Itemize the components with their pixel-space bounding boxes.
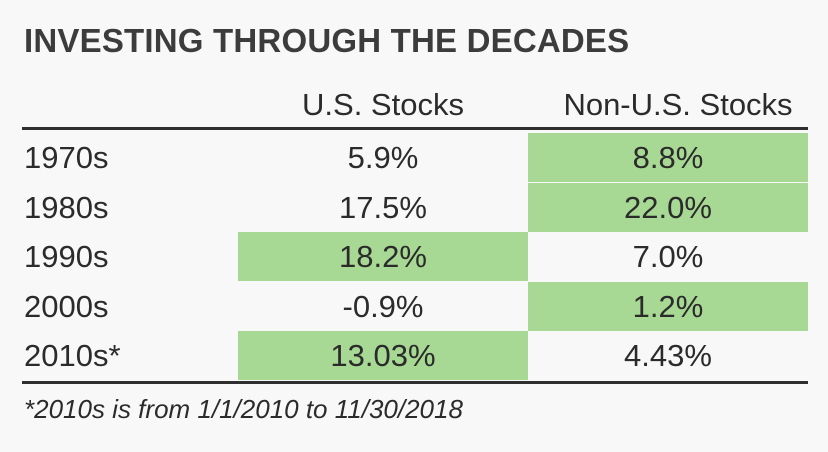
us-stocks-value: 18.2% — [238, 232, 528, 282]
column-header-non-us-stocks: Non-U.S. Stocks — [563, 87, 793, 122]
returns-table: 1970s 5.9% 8.8% 1980s 17.5% 22.0% 1990s 18.2% 7.… — [0, 133, 828, 381]
chart-title: INVESTING THROUGH THE DECADES — [24, 22, 630, 59]
row-label: 1980s — [24, 189, 109, 225]
row-label: 1990s — [24, 239, 109, 275]
row-label: 2000s — [24, 288, 109, 324]
table-row: 2010s* 13.03% 4.43% — [0, 331, 828, 381]
row-label: 2010s* — [24, 338, 121, 374]
us-stocks-value: 17.5% — [339, 189, 427, 225]
table-row: 2000s -0.9% 1.2% — [0, 281, 828, 331]
us-stocks-value: 5.9% — [347, 140, 419, 175]
us-stocks-value: -0.9% — [342, 288, 424, 324]
non-us-stocks-value: 22.0% — [528, 182, 808, 232]
non-us-stocks-value: 1.2% — [528, 281, 808, 331]
table-row: 1970s 5.9% 8.8% — [0, 133, 828, 182]
table-bottom-rule — [22, 381, 808, 384]
non-us-stocks-value: 7.0% — [632, 239, 704, 275]
column-header-us-stocks: U.S. Stocks — [302, 87, 464, 122]
row-label: 1970s — [24, 140, 109, 175]
non-us-stocks-value: 4.43% — [624, 338, 712, 374]
table-top-rule — [22, 127, 808, 130]
table-row: 1990s 18.2% 7.0% — [0, 232, 828, 282]
table-row: 1980s 17.5% 22.0% — [0, 182, 828, 232]
us-stocks-value: 13.03% — [238, 331, 528, 381]
non-us-stocks-value: 8.8% — [528, 133, 808, 182]
footnote: *2010s is from 1/1/2010 to 11/30/2018 — [24, 394, 463, 424]
